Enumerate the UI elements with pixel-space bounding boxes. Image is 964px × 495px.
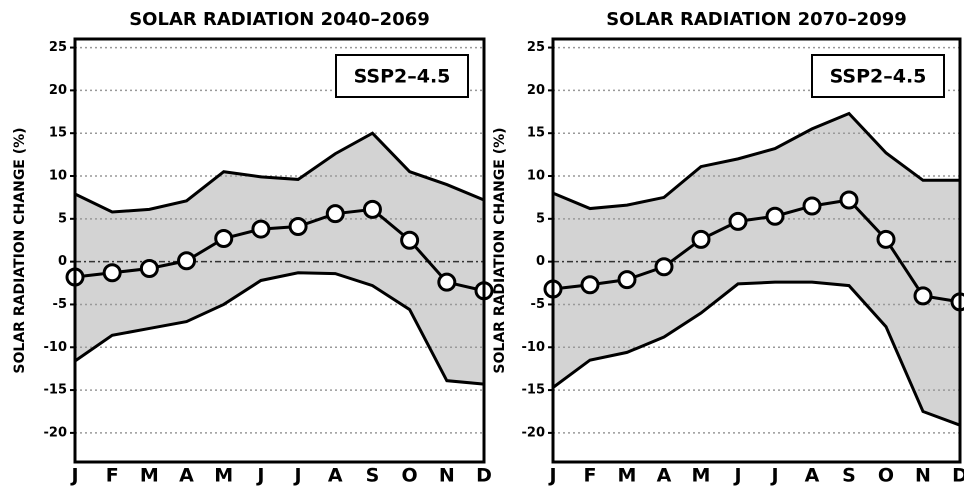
x-tick-label: J (293, 465, 302, 487)
x-tick-label: M (618, 465, 637, 487)
y-tick-label: 20 (527, 83, 545, 98)
x-tick-label: M (692, 465, 711, 487)
plot-frame (551, 37, 962, 464)
x-tick-label: A (805, 465, 820, 487)
y-tick-label: 25 (49, 40, 67, 55)
point (728, 211, 748, 231)
y-tick-label: 15 (527, 126, 545, 141)
y-tick-label: 5 (58, 211, 67, 226)
x-tick-label: D (952, 465, 964, 487)
point (102, 263, 122, 283)
point (139, 258, 159, 278)
y-tick-label: 0 (58, 254, 67, 269)
plot-frame (73, 37, 486, 464)
band-area (553, 113, 960, 426)
x-tick-label: S (842, 465, 856, 487)
band-lower-line (74, 271, 485, 386)
y-axis-label: SOLAR RADIATION CHANGE (%) (492, 127, 508, 373)
y-tick-label: 25 (527, 40, 545, 55)
x-tick-label: J (547, 465, 556, 487)
point (437, 272, 457, 292)
y-tick-label: -15 (522, 383, 546, 398)
point (691, 229, 711, 249)
y-tick-label: 5 (536, 211, 545, 226)
x-tick-label: J (769, 465, 778, 487)
point (214, 229, 234, 249)
point (325, 204, 345, 224)
x-tick-label: S (366, 465, 380, 487)
point (617, 270, 637, 290)
y-tick-label: 10 (49, 169, 67, 184)
point (654, 257, 674, 277)
y-tick-label: -10 (44, 340, 68, 355)
x-tick-label: O (878, 465, 894, 487)
y-tick-label: -10 (522, 340, 546, 355)
point (580, 275, 600, 295)
y-tick-label: 0 (536, 254, 545, 269)
x-tick-label: J (732, 465, 741, 487)
x-tick-label: N (439, 465, 455, 487)
x-tick-label: A (657, 465, 672, 487)
point (802, 196, 822, 216)
y-tick-label: -20 (522, 425, 546, 440)
y-tick-label: -5 (53, 297, 67, 312)
point (177, 251, 197, 271)
point (876, 229, 896, 249)
point (950, 292, 964, 312)
x-tick-label: O (402, 465, 418, 487)
y-tick-label: -15 (44, 383, 68, 398)
point (362, 199, 382, 219)
band-lower-line (552, 280, 961, 427)
x-tick-label: M (214, 465, 233, 487)
x-tick-label: F (106, 465, 119, 487)
y-tick-label: 20 (49, 83, 67, 98)
point (765, 206, 785, 226)
annotation-box (335, 54, 469, 98)
annotation: SSP2–4.5 (830, 66, 927, 88)
x-tick-label: J (255, 465, 264, 487)
band-area (75, 133, 484, 385)
x-tick-label: M (140, 465, 159, 487)
y-tick-label: 10 (527, 169, 545, 184)
point (251, 219, 271, 239)
y-tick-label: -5 (531, 297, 545, 312)
y-axis-label: SOLAR RADIATION CHANGE (%) (12, 127, 28, 373)
x-tick-label: F (584, 465, 597, 487)
chart-title: SOLAR RADIATION 2070–2099 (606, 9, 907, 30)
point (288, 217, 308, 237)
y-tick-label: -20 (44, 425, 68, 440)
x-tick-label: A (179, 465, 194, 487)
x-tick-label: D (476, 465, 492, 487)
band-upper-line (552, 111, 960, 211)
band-upper-line (74, 131, 485, 214)
y-tick-label: 15 (49, 126, 67, 141)
point (913, 286, 933, 306)
x-tick-label: A (328, 465, 343, 487)
point (839, 190, 859, 210)
annotation-box (811, 54, 945, 98)
point (400, 230, 420, 250)
x-tick-label: J (69, 465, 78, 487)
chart-title: SOLAR RADIATION 2040–2069 (129, 9, 430, 30)
annotation: SSP2–4.5 (354, 66, 451, 88)
x-tick-label: N (915, 465, 931, 487)
